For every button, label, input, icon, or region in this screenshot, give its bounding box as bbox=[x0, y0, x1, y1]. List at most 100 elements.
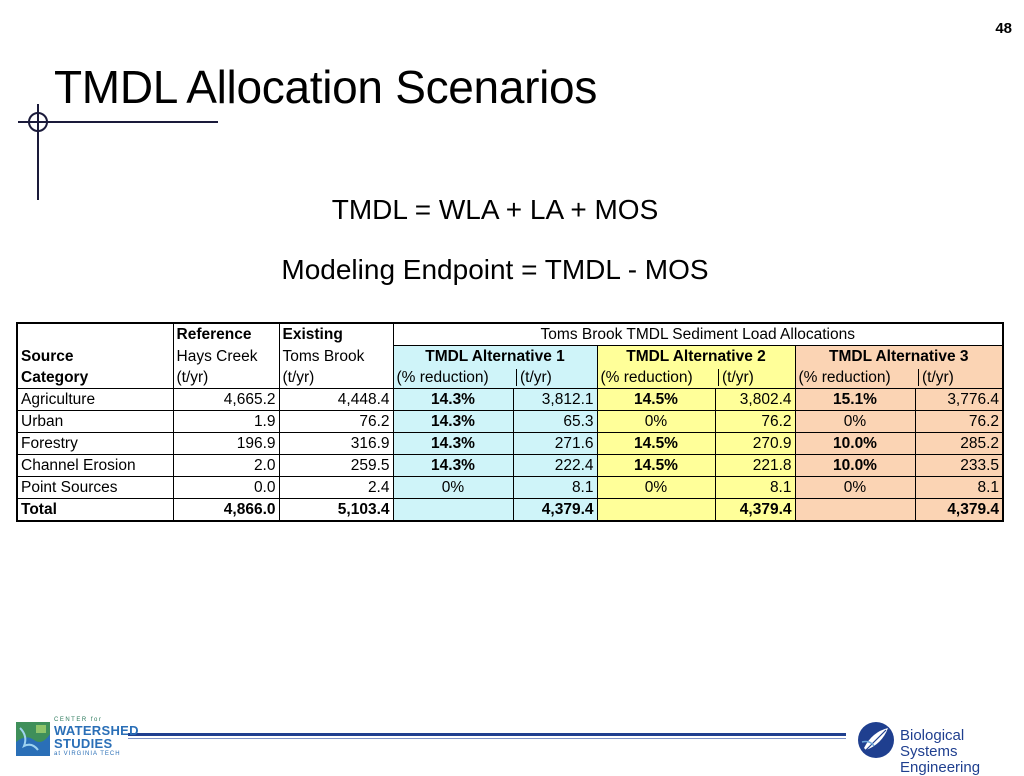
table-row: Agriculture 4,665.2 4,448.4 14.3% 3,812.1 14.… bbox=[16, 388, 1005, 411]
allocation-table: Reference Existing Toms Brook TMDL Sedim… bbox=[16, 322, 1005, 522]
alt2-load-unit: (t/yr) bbox=[718, 369, 754, 386]
table-row: Channel Erosion 2.0 259.5 14.3% 222.4 14.5% 22… bbox=[16, 454, 1005, 477]
tmdl-formula: TMDL = WLA + LA + MOS bbox=[331, 194, 659, 225]
category-cell: Agriculture bbox=[16, 388, 174, 411]
alt1-pct-cell: 0% bbox=[392, 476, 514, 499]
slide-number: 48 bbox=[995, 20, 1012, 37]
alt3-load-cell: 76.2 bbox=[914, 410, 1005, 433]
existing-cell: 2.4 bbox=[278, 476, 394, 499]
alt3-header: TMDL Alternative 3 bbox=[794, 345, 1005, 367]
reference-cell: 4,665.2 bbox=[172, 388, 280, 411]
table-total-row: Total 4,866.0 5,103.4 4,379.4 4,379.4 4,379.4 bbox=[16, 498, 1005, 522]
watershed-map-icon bbox=[16, 722, 50, 756]
alt2-pct-cell: 0% bbox=[596, 410, 716, 433]
cws-line1: CENTER for bbox=[54, 717, 103, 723]
reference-cell: 2.0 bbox=[172, 454, 280, 477]
crosshair-decoration bbox=[18, 104, 218, 200]
alt3-pct-unit: (% reduction) bbox=[794, 367, 915, 389]
alt2-pct-cell: 14.5% bbox=[596, 388, 716, 411]
alt1-pct-cell: 14.3% bbox=[392, 432, 514, 455]
table-header-row-1: Reference Existing Toms Brook TMDL Sedim… bbox=[16, 322, 1005, 346]
total-label: Total bbox=[16, 498, 174, 522]
table-title: Toms Brook TMDL Sediment Load Allocation… bbox=[392, 322, 1005, 346]
existing-header: Existing bbox=[278, 322, 394, 346]
alt1-pct-cell: 14.3% bbox=[392, 454, 514, 477]
existing-unit: (t/yr) bbox=[278, 367, 394, 389]
source-header-blank bbox=[16, 322, 174, 346]
category-header: Category bbox=[16, 367, 174, 389]
table-row: Point Sources 0.0 2.4 0% 8.1 0% 8.1 0% 8.1 bbox=[16, 476, 1005, 499]
existing-cell: 4,448.4 bbox=[278, 388, 394, 411]
alt3-pct-cell: 15.1% bbox=[794, 388, 916, 411]
reference-header: Reference bbox=[172, 322, 280, 346]
alt1-pct-cell: 14.3% bbox=[392, 410, 514, 433]
category-cell: Forestry bbox=[16, 432, 174, 455]
total-alt2-pct-blank bbox=[596, 498, 716, 522]
leaf-globe-icon bbox=[858, 722, 894, 758]
total-alt3-pct-blank bbox=[794, 498, 916, 522]
reference-cell: 1.9 bbox=[172, 410, 280, 433]
table-header-row-2: Source Hays Creek Toms Brook TMDL Altern… bbox=[16, 345, 1005, 367]
alt1-load-cell: 271.6 bbox=[512, 432, 598, 455]
existing-subheader: Toms Brook bbox=[278, 345, 394, 367]
alt3-load-cell: 3,776.4 bbox=[914, 388, 1005, 411]
existing-cell: 316.9 bbox=[278, 432, 394, 455]
category-cell: Channel Erosion bbox=[16, 454, 174, 477]
alt1-load-cell: 222.4 bbox=[512, 454, 598, 477]
alt1-header: TMDL Alternative 1 bbox=[392, 345, 598, 367]
alt2-load-cell: 76.2 bbox=[714, 410, 796, 433]
category-cell: Urban bbox=[16, 410, 174, 433]
alt2-pct-unit: (% reduction) bbox=[596, 367, 715, 389]
alt2-load-cell: 270.9 bbox=[714, 432, 796, 455]
alt3-pct-cell: 0% bbox=[794, 410, 916, 433]
slide-title: TMDL Allocation Scenarios bbox=[54, 61, 598, 113]
existing-cell: 76.2 bbox=[278, 410, 394, 433]
bse-line2: Engineering bbox=[900, 759, 981, 776]
alt1-load-unit: (t/yr) bbox=[516, 369, 552, 386]
footer-rule bbox=[128, 733, 846, 736]
category-cell: Point Sources bbox=[16, 476, 174, 499]
endpoint-formula: Modeling Endpoint = TMDL - MOS bbox=[281, 254, 709, 285]
alt2-pct-cell: 14.5% bbox=[596, 432, 716, 455]
cws-line4: at VIRGINIA TECH bbox=[54, 751, 121, 757]
total-alt3-load: 4,379.4 bbox=[914, 498, 1005, 522]
reference-cell: 0.0 bbox=[172, 476, 280, 499]
alt3-pct-cell: 10.0% bbox=[794, 432, 916, 455]
alt2-header: TMDL Alternative 2 bbox=[596, 345, 796, 367]
total-alt1-pct-blank bbox=[392, 498, 514, 522]
alt2-load-cell: 8.1 bbox=[714, 476, 796, 499]
footer-rule-thin bbox=[128, 738, 846, 739]
table-row: Forestry 196.9 316.9 14.3% 271.6 14.5% 270.9 10… bbox=[16, 432, 1005, 455]
alt2-pct-cell: 0% bbox=[596, 476, 716, 499]
bse-line1: Biological Systems bbox=[900, 727, 965, 760]
cws-line3: STUDIES bbox=[54, 736, 113, 751]
total-alt1-load: 4,379.4 bbox=[512, 498, 598, 522]
alt2-load-cell: 221.8 bbox=[714, 454, 796, 477]
reference-subheader: Hays Creek bbox=[172, 345, 280, 367]
alt3-pct-cell: 0% bbox=[794, 476, 916, 499]
alt3-load-cell: 233.5 bbox=[914, 454, 1005, 477]
alt1-load-cell: 65.3 bbox=[512, 410, 598, 433]
alt1-load-cell: 8.1 bbox=[512, 476, 598, 499]
alt1-pct-cell: 14.3% bbox=[392, 388, 514, 411]
alt2-pct-cell: 14.5% bbox=[596, 454, 716, 477]
alt3-load-cell: 285.2 bbox=[914, 432, 1005, 455]
watershed-studies-logo: CENTER for WATERSHED STUDIES at VIRGINIA… bbox=[14, 716, 138, 762]
alt3-pct-cell: 10.0% bbox=[794, 454, 916, 477]
total-existing: 5,103.4 bbox=[278, 498, 394, 522]
alt3-load-unit: (t/yr) bbox=[918, 369, 954, 386]
reference-unit: (t/yr) bbox=[172, 367, 280, 389]
biological-systems-engineering-logo: Biological Systems Engineering bbox=[852, 718, 1022, 776]
alt1-load-cell: 3,812.1 bbox=[512, 388, 598, 411]
source-header: Source bbox=[16, 345, 174, 367]
total-alt2-load: 4,379.4 bbox=[714, 498, 796, 522]
total-reference: 4,866.0 bbox=[172, 498, 280, 522]
reference-cell: 196.9 bbox=[172, 432, 280, 455]
alt3-load-cell: 8.1 bbox=[914, 476, 1005, 499]
alt2-load-cell: 3,802.4 bbox=[714, 388, 796, 411]
existing-cell: 259.5 bbox=[278, 454, 394, 477]
alt1-pct-unit: (% reduction) bbox=[392, 367, 513, 389]
cws-line2: WATERSHED bbox=[54, 723, 139, 738]
table-row: Urban 1.9 76.2 14.3% 65.3 0% 76.2 0% 76.2 bbox=[16, 410, 1005, 433]
table-header-row-3: Category (t/yr) (t/yr) (% reduction) (t/… bbox=[16, 367, 1005, 389]
